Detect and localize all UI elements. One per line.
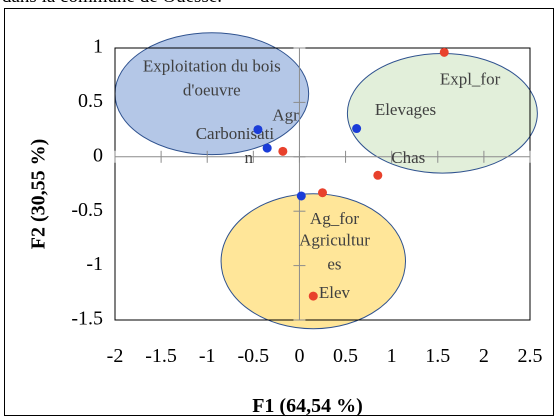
group-label-0-2: Agr [272,105,299,124]
group-ellipses [114,32,538,330]
group-label-0-0: Exploitation du bois [143,56,281,75]
data-point-0 [253,125,263,135]
group-label-2-1: Agricultur [299,231,370,250]
tick-labels: -2 -1.5 -1 -0.5 0 0.5 1 1.5 2 2.5-1.5-1-0.500.51 [71,36,542,367]
y-tick-label-4: 0.5 [78,90,103,112]
x-tick-label-5: 0.5 [333,345,358,367]
group-label-0-3: Carbonisati [196,124,275,143]
data-point-3 [352,124,362,134]
group-label-1-1: Elevages [375,100,436,119]
plot-area-border [114,47,531,321]
data-point-2 [278,146,288,156]
y-tick-label-0: -1.5 [71,308,103,330]
x-tick-label-9: 2.5 [518,345,543,367]
group-label-0-4: n [244,148,253,167]
y-tick-label-3: 0 [93,144,103,166]
y-tick-label-2: -0.5 [71,199,103,221]
data-point-1 [262,143,272,153]
group-ellipse-2 [220,193,406,330]
x-tick-label-6: 1 [387,345,397,367]
group-label-1-2: Chas [391,148,425,167]
data-point-4 [439,47,449,57]
x-tick-label-2: -1 [199,345,216,367]
axes [114,47,531,321]
group-label-1-0: Expl_for [440,70,501,89]
chart-frame [4,8,554,416]
x-tick-label-0: -2 [107,345,124,367]
x-tick-label-8: 2 [479,345,489,367]
y-tick-label-5: 1 [93,36,103,58]
x-tick-label-7: 1.5 [425,345,450,367]
group-label-2-0: Ag_for [310,209,359,228]
group-label-2-2: es [327,255,341,274]
data-points [253,47,449,301]
group-labels: Exploitation du bois d'oeuvre AgrCarbonisa… [143,56,501,301]
group-label-2-3: Elev [319,283,351,302]
x-tick-label-3: -0.5 [237,345,269,367]
x-axis-title: F1 (64,54 %) [252,395,363,417]
data-point-7 [318,188,327,198]
data-point-5 [373,170,383,180]
data-point-8 [308,291,318,301]
data-point-6 [296,191,306,201]
group-label-0-1: d'oeuvre [183,80,241,99]
figure-caption-fragment: dans la commune de Ouessè. [2,0,222,8]
y-axis-title: F2 (30,55 %) [28,139,50,250]
y-tick-label-1: -1 [86,253,103,275]
x-tick-label-1: -1.5 [145,345,177,367]
x-tick-label-4: 0 [294,345,304,367]
